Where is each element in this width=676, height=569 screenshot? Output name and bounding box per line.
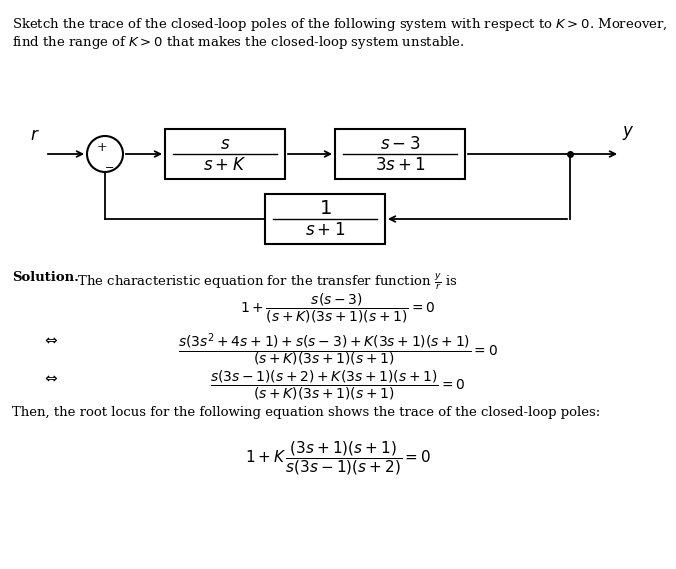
Text: Then, the root locus for the following equation shows the trace of the closed-lo: Then, the root locus for the following e… [12,406,600,419]
Bar [265,194,385,244]
Text: $\Leftrightarrow$: $\Leftrightarrow$ [42,369,59,384]
Text: $1 + K\,\dfrac{(3s+1)(s+1)}{s(3s-1)(s+2)} = 0$: $1 + K\,\dfrac{(3s+1)(s+1)}{s(3s-1)(s+2)… [245,439,431,477]
Text: $s + K$: $s + K$ [203,156,247,174]
Text: $3s + 1$: $3s + 1$ [375,156,425,174]
Text: $1 + \dfrac{s(s-3)}{(s+K)(3s+1)(s+1)} = 0$: $1 + \dfrac{s(s-3)}{(s+K)(3s+1)(s+1)} = … [241,292,435,325]
Text: +: + [97,141,107,154]
Text: Sketch the trace of the closed-loop poles of the following system with respect t: Sketch the trace of the closed-loop pole… [12,16,668,33]
Text: $y$: $y$ [622,124,634,142]
Text: The characteristic equation for the transfer function $\frac{y}{r}$ is: The characteristic equation for the tran… [73,271,458,292]
Text: $-$: $-$ [104,161,114,171]
Text: $r$: $r$ [30,127,40,144]
Text: find the range of $K > 0$ that makes the closed-loop system unstable.: find the range of $K > 0$ that makes the… [12,34,464,51]
Text: $\dfrac{s(3s-1)(s+2)+K(3s+1)(s+1)}{(s+K)(3s+1)(s+1)} = 0$: $\dfrac{s(3s-1)(s+2)+K(3s+1)(s+1)}{(s+K)… [210,369,466,402]
Text: $s$: $s$ [220,135,230,152]
Text: $\dfrac{s(3s^2+4s+1)+s(s-3)+K(3s+1)(s+1)}{(s+K)(3s+1)(s+1)} = 0$: $\dfrac{s(3s^2+4s+1)+s(s-3)+K(3s+1)(s+1)… [178,331,498,368]
Text: $1$: $1$ [318,200,331,218]
Bar [335,129,465,179]
Text: Solution.: Solution. [12,271,79,284]
Text: $\Leftrightarrow$: $\Leftrightarrow$ [42,331,59,346]
Text: $s - 3$: $s - 3$ [380,135,420,152]
Text: $s + 1$: $s + 1$ [305,221,345,238]
Bar [165,129,285,179]
